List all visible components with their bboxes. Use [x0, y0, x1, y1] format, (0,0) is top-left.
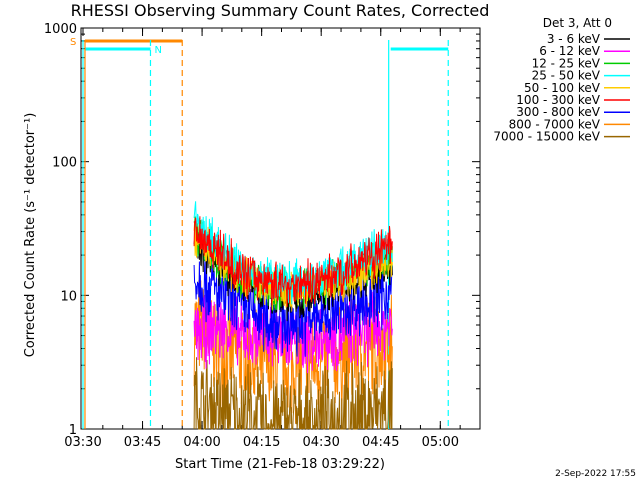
legend-title: Det 3, Att 0: [543, 16, 612, 30]
legend-label: 300 - 800 keV: [516, 105, 600, 119]
y-tick-label: 1000: [44, 22, 77, 37]
legend-label: 800 - 7000 keV: [509, 117, 601, 131]
x-tick-label: 04:30: [302, 435, 339, 450]
series-line: [193, 257, 393, 357]
y-axis-label: Corrected Count Rate (s⁻¹ detector⁻¹): [23, 113, 38, 358]
legend-label: 25 - 50 keV: [532, 69, 601, 83]
series-line: [193, 357, 393, 431]
footer-date: 2-Sep-2022 17:55: [555, 469, 636, 479]
x-tick-label: 04:45: [362, 435, 399, 450]
legend-label: 50 - 100 keV: [524, 81, 601, 95]
y-tick-label: 1: [69, 423, 77, 438]
x-tick-label: 03:45: [124, 435, 161, 450]
x-tick-label: 04:00: [183, 435, 220, 450]
x-tick-label: 03:30: [64, 435, 101, 450]
legend-label: 6 - 12 keV: [539, 44, 601, 58]
plot-area: 1 10 100 1000 03:30 03:45 04:00 04:15 04:30 04:45…: [44, 22, 481, 450]
y-tick-label: 100: [52, 156, 77, 171]
flag-label: S: [70, 37, 76, 48]
x-axis-label: Start Time (21-Feb-18 03:29:22): [175, 457, 385, 472]
x-tick-label: 05:00: [422, 435, 459, 450]
x-tick-label: 04:15: [243, 435, 280, 450]
legend-label: 7000 - 15000 keV: [493, 130, 600, 144]
flag-label: N: [154, 45, 161, 56]
legend-label: 12 - 25 keV: [532, 56, 601, 70]
y-tick-label: 10: [60, 289, 77, 304]
legend-label: 3 - 6 keV: [547, 32, 601, 46]
legend-label: 100 - 300 keV: [516, 93, 600, 107]
chart-title: RHESSI Observing Summary Count Rates, Co…: [71, 1, 490, 20]
plot-frame: [80, 27, 481, 430]
series-line: [193, 216, 393, 307]
